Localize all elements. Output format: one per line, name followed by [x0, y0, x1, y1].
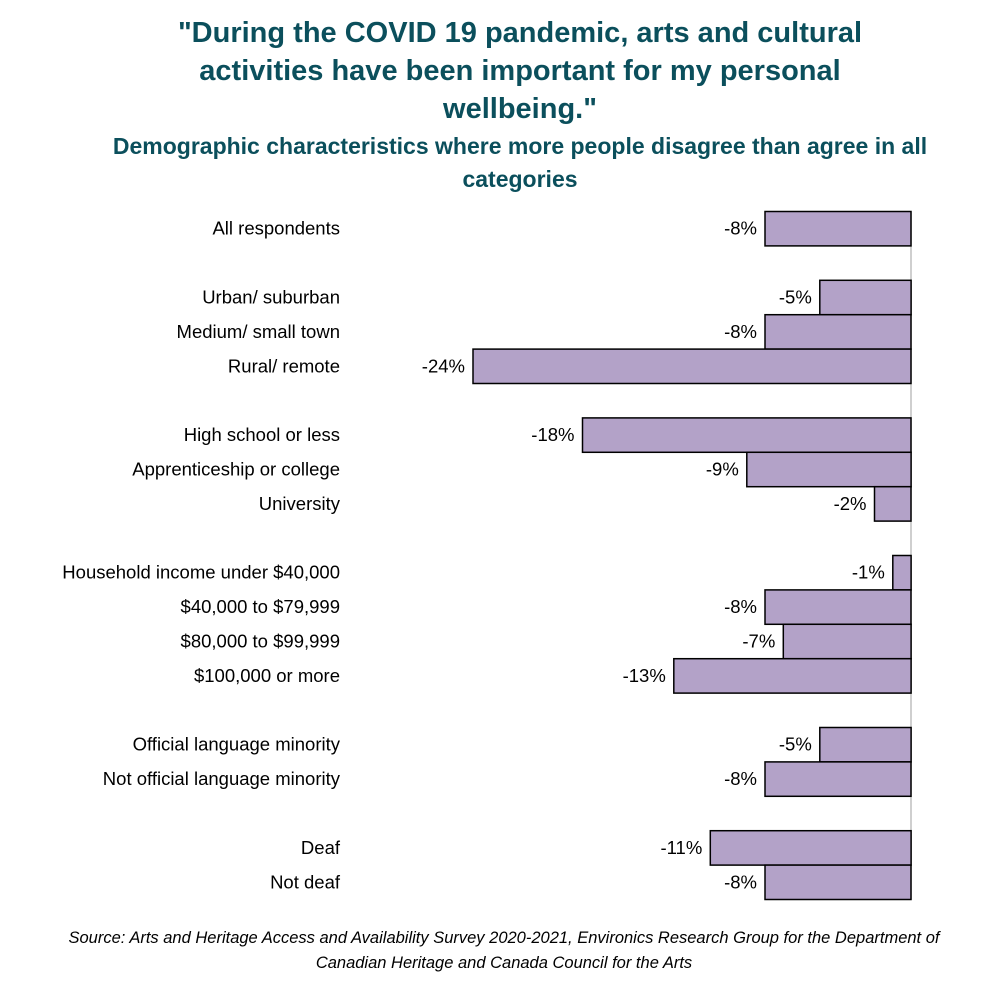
- category-label-apprenticeship-or-college: Apprenticeship or college: [132, 459, 340, 480]
- bar-official-language-minority: [819, 726, 912, 763]
- bar-80-000-to-99-999: [782, 623, 912, 660]
- category-label-not-deaf: Not deaf: [270, 871, 341, 892]
- bar-high-school-or-less: [581, 417, 912, 454]
- bar-not-official-language-minority: [764, 761, 912, 798]
- value-label-40-000-to-79-999: -8%: [724, 596, 757, 617]
- category-label-household-income-under-40-000: Household income under $40,000: [62, 562, 340, 583]
- value-label-medium-small-town: -8%: [724, 321, 757, 342]
- bar-not-deaf: [764, 864, 912, 901]
- category-label-urban-suburban: Urban/ suburban: [202, 287, 340, 308]
- bar-all-respondents: [764, 210, 912, 247]
- category-label-not-official-language-minority: Not official language minority: [103, 768, 341, 789]
- category-label-80-000-to-99-999: $80,000 to $99,999: [181, 631, 340, 652]
- value-label-urban-suburban: -5%: [779, 287, 812, 308]
- bar-rural-remote: [472, 348, 912, 385]
- category-label-rural-remote: Rural/ remote: [228, 355, 340, 376]
- value-label-80-000-to-99-999: -7%: [742, 631, 775, 652]
- value-label-all-respondents: -8%: [724, 218, 757, 239]
- value-label-100-000-or-more: -13%: [623, 665, 666, 686]
- bar-apprenticeship-or-college: [746, 451, 912, 488]
- category-label-university: University: [259, 493, 341, 514]
- value-label-high-school-or-less: -18%: [531, 424, 574, 445]
- category-label-official-language-minority: Official language minority: [133, 734, 341, 755]
- category-label-medium-small-town: Medium/ small town: [177, 321, 340, 342]
- bar-household-income-under-40-000: [892, 554, 912, 591]
- category-label-all-respondents: All respondents: [212, 218, 340, 239]
- category-label-40-000-to-79-999: $40,000 to $79,999: [181, 596, 340, 617]
- bar-deaf: [709, 829, 912, 866]
- source-note: Source: Arts and Heritage Access and Ava…: [68, 929, 940, 972]
- bar-100-000-or-more: [673, 657, 912, 694]
- bar-40-000-to-79-999: [764, 589, 912, 626]
- value-label-university: -2%: [834, 493, 867, 514]
- value-label-not-official-language-minority: -8%: [724, 768, 757, 789]
- value-label-household-income-under-40-000: -1%: [852, 562, 885, 583]
- category-label-deaf: Deaf: [301, 837, 341, 858]
- value-label-not-deaf: -8%: [724, 871, 757, 892]
- value-label-official-language-minority: -5%: [779, 734, 812, 755]
- category-label-high-school-or-less: High school or less: [184, 424, 340, 445]
- value-label-apprenticeship-or-college: -9%: [706, 459, 739, 480]
- value-label-rural-remote: -24%: [422, 355, 465, 376]
- bar-medium-small-town: [764, 313, 912, 350]
- value-label-deaf: -11%: [660, 837, 702, 858]
- chart-title: "During the COVID 19 pandemic, arts and …: [177, 17, 863, 125]
- bar-university: [873, 485, 912, 522]
- chart-subtitle: Demographic characteristics where more p…: [112, 133, 928, 192]
- category-label-100-000-or-more: $100,000 or more: [194, 665, 340, 686]
- bar-urban-suburban: [819, 279, 912, 316]
